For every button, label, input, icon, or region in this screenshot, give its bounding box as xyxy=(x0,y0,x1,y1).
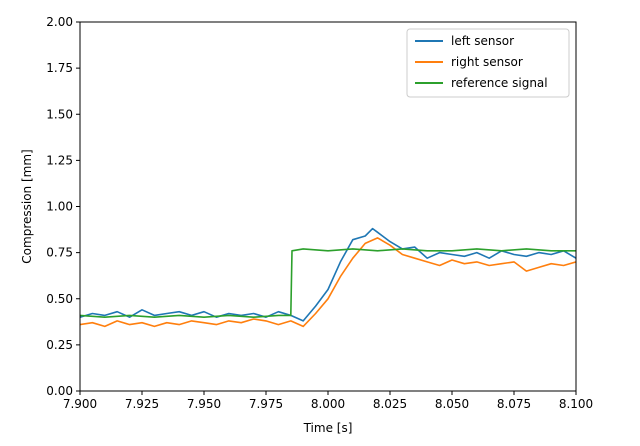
x-tick-label: 8.075 xyxy=(497,397,531,411)
legend-label: right sensor xyxy=(451,55,523,69)
x-tick-label: 7.975 xyxy=(249,397,283,411)
y-tick-label: 0.50 xyxy=(46,292,73,306)
series-line-left-sensor xyxy=(80,227,576,322)
x-tick-label: 7.925 xyxy=(125,397,159,411)
legend: left sensor right sensor reference signal xyxy=(406,28,570,98)
x-tick-label: 8.100 xyxy=(559,397,593,411)
series-layer xyxy=(80,227,576,328)
legend-box xyxy=(406,28,570,98)
x-axis-ticks: 7.900 7.925 7.950 7.975 8.000 8.025 8.050 8.075… xyxy=(63,391,593,411)
x-tick-label: 8.050 xyxy=(435,397,469,411)
y-tick-label: 1.25 xyxy=(46,153,73,167)
legend-label: left sensor xyxy=(451,34,514,48)
x-axis-label: Time [s] xyxy=(303,421,353,435)
legend-label: reference signal xyxy=(451,76,548,90)
y-tick-label: 1.00 xyxy=(46,200,73,214)
x-tick-label: 8.000 xyxy=(311,397,345,411)
series-line-reference-signal xyxy=(80,248,576,319)
x-tick-label: 7.950 xyxy=(187,397,221,411)
series-line-right-sensor xyxy=(80,237,576,328)
y-tick-label: 1.50 xyxy=(46,107,73,121)
y-axis-ticks: 0.00 0.25 0.50 0.75 1.00 1.25 1.50 1.75 2.00 xyxy=(46,15,80,398)
y-tick-label: 0.25 xyxy=(46,338,73,352)
x-tick-label: 8.025 xyxy=(373,397,407,411)
y-axis-label: Compression [mm] xyxy=(20,149,34,263)
y-tick-label: 1.75 xyxy=(46,61,73,75)
y-tick-label: 2.00 xyxy=(46,15,73,29)
y-tick-label: 0.00 xyxy=(46,384,73,398)
y-tick-label: 0.75 xyxy=(46,246,73,260)
x-tick-label: 7.900 xyxy=(63,397,97,411)
